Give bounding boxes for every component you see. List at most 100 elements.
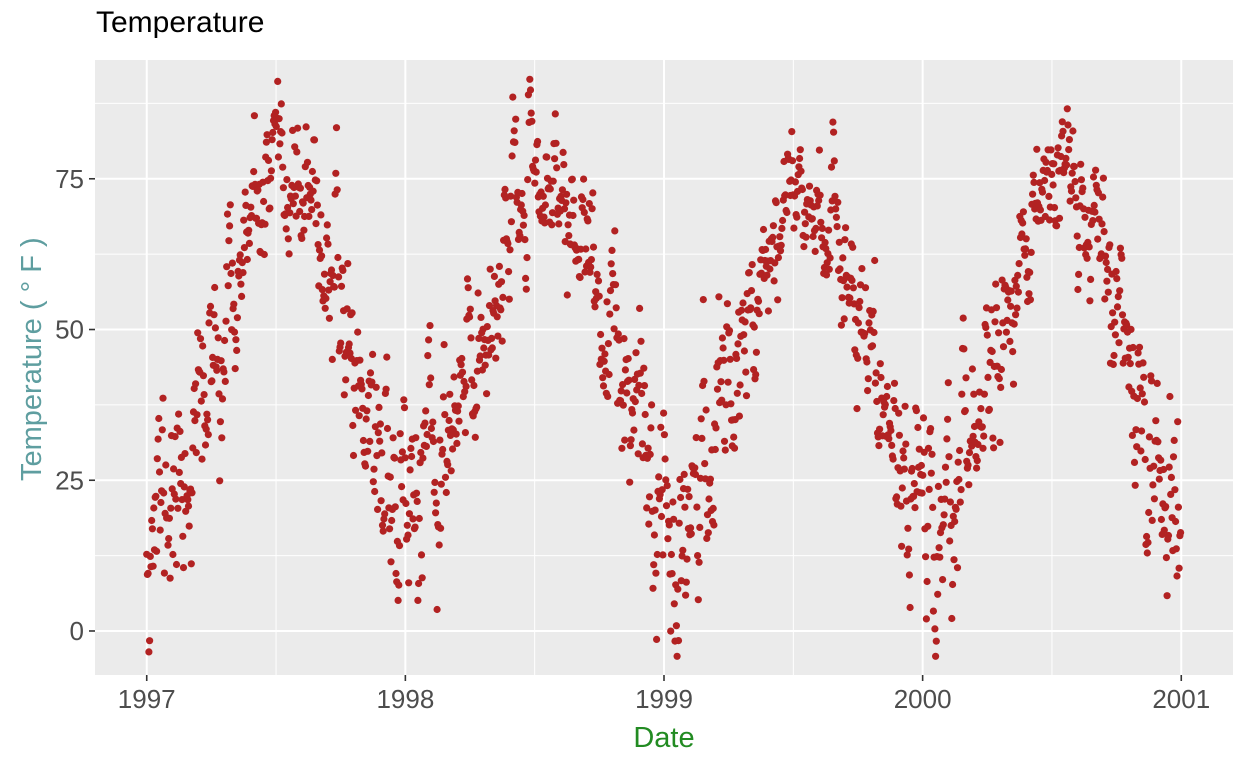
- data-point: [499, 293, 507, 301]
- data-point: [638, 440, 647, 448]
- data-point: [665, 521, 673, 529]
- data-point: [426, 322, 434, 330]
- data-point: [973, 464, 981, 472]
- data-point: [723, 300, 732, 308]
- data-point: [1173, 572, 1181, 580]
- data-point: [621, 436, 629, 444]
- data-point: [1104, 288, 1112, 296]
- data-point: [421, 419, 429, 427]
- data-point: [193, 411, 201, 419]
- data-point: [463, 275, 472, 283]
- data-point: [968, 365, 977, 373]
- data-point: [924, 444, 933, 452]
- data-point: [836, 265, 844, 273]
- data-point: [266, 204, 274, 212]
- data-point: [344, 260, 352, 268]
- data-point: [914, 423, 922, 432]
- data-point: [718, 396, 726, 404]
- data-point: [197, 397, 205, 405]
- data-point: [461, 429, 469, 437]
- data-point: [805, 182, 814, 190]
- data-point: [334, 253, 342, 262]
- data-point: [687, 524, 695, 532]
- data-point: [601, 350, 609, 358]
- data-point: [826, 254, 834, 262]
- data-point: [906, 603, 914, 612]
- data-point: [455, 417, 463, 425]
- data-point: [727, 400, 735, 408]
- data-point: [702, 406, 710, 414]
- data-point: [830, 157, 838, 165]
- data-point: [507, 218, 515, 226]
- data-point: [377, 497, 385, 505]
- data-point: [858, 265, 866, 273]
- data-point: [643, 504, 651, 512]
- data-point: [332, 169, 340, 177]
- data-point: [1009, 380, 1018, 388]
- data-point: [798, 185, 807, 194]
- data-point: [418, 574, 426, 582]
- data-point: [1109, 360, 1117, 368]
- data-point: [1174, 418, 1182, 426]
- data-point: [1137, 447, 1145, 455]
- data-point: [1160, 526, 1168, 534]
- data-point: [623, 389, 631, 397]
- data-point: [636, 369, 644, 377]
- data-point: [148, 516, 156, 525]
- data-point: [1172, 545, 1180, 553]
- data-point: [939, 521, 947, 529]
- data-point: [532, 168, 540, 176]
- data-point: [1012, 311, 1020, 319]
- data-point: [539, 192, 547, 200]
- data-point: [636, 304, 644, 312]
- data-point: [704, 529, 712, 537]
- data-point: [698, 434, 706, 442]
- data-point: [1140, 398, 1149, 406]
- data-point: [1087, 275, 1095, 283]
- data-point: [928, 450, 936, 458]
- data-point: [404, 531, 412, 539]
- data-point: [759, 225, 768, 234]
- data-point: [944, 415, 952, 423]
- data-point: [1090, 201, 1098, 209]
- data-point: [593, 270, 601, 278]
- data-point: [599, 382, 608, 390]
- data-point: [1070, 162, 1078, 171]
- data-point: [358, 385, 366, 393]
- data-point: [979, 444, 987, 452]
- data-point: [148, 525, 156, 533]
- data-point: [1062, 154, 1070, 162]
- data-point: [323, 221, 331, 229]
- data-point: [188, 489, 196, 497]
- data-point: [1145, 433, 1153, 441]
- data-point: [172, 560, 181, 569]
- data-point: [612, 304, 620, 312]
- data-point: [700, 377, 708, 385]
- data-point: [1042, 158, 1050, 166]
- data-point: [923, 577, 931, 586]
- data-point: [713, 385, 722, 393]
- data-point: [941, 495, 949, 503]
- data-point: [1170, 436, 1178, 444]
- data-point: [403, 521, 411, 529]
- data-point: [680, 470, 688, 478]
- x-axis-title: Date: [633, 722, 695, 754]
- data-point: [366, 437, 374, 445]
- data-point: [609, 270, 617, 278]
- data-point: [1106, 241, 1114, 249]
- data-point: [1115, 339, 1123, 347]
- data-point: [652, 569, 660, 577]
- data-point: [739, 299, 747, 307]
- data-point: [155, 468, 164, 476]
- data-point: [653, 550, 661, 559]
- data-point: [250, 168, 258, 176]
- data-point: [790, 224, 798, 232]
- data-point: [854, 319, 863, 327]
- data-point: [398, 483, 406, 491]
- data-point: [427, 374, 435, 382]
- data-point: [1138, 427, 1146, 435]
- data-point: [875, 442, 883, 450]
- data-point: [672, 622, 681, 630]
- data-point: [932, 637, 940, 645]
- data-point: [955, 475, 963, 484]
